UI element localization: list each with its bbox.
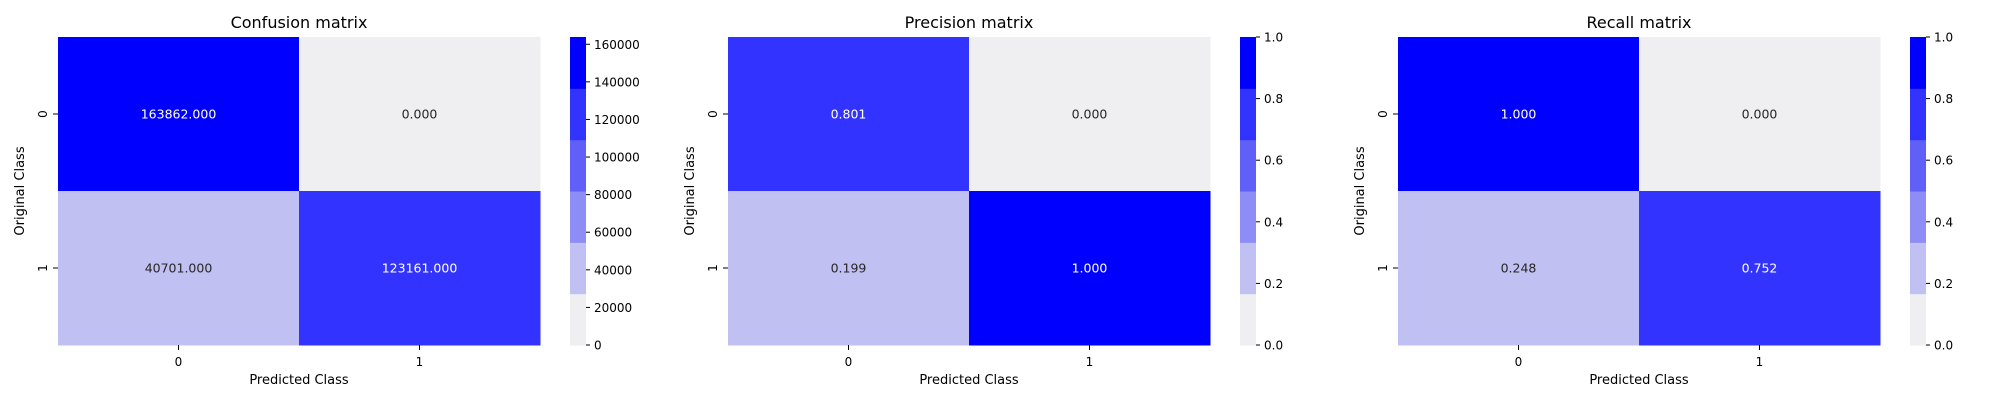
heatmap-cell: [969, 191, 1211, 346]
colorbar-tick-label: 40000: [594, 263, 632, 277]
colorbar-tick-label: 0: [594, 339, 602, 353]
chart-title: Confusion matrix: [231, 13, 368, 32]
heatmap-panel-0: 163862.000 0.000 40701.000 123161.000 Confus…: [13, 13, 640, 388]
cell-value-label: 1.000: [1072, 261, 1108, 276]
colorbar-tick-label: 140000: [594, 75, 640, 89]
cell-value-label: 163862.000: [141, 107, 217, 122]
heatmap-cell: [1639, 191, 1881, 346]
colorbar-tick-label: 0.4: [1934, 215, 1953, 229]
y-tick-label: 1: [706, 264, 720, 272]
colorbar-tick-label: 60000: [594, 226, 632, 240]
chart-title: Recall matrix: [1587, 13, 1692, 32]
x-tick-label: 0: [845, 355, 853, 369]
colorbar-band: [1910, 88, 1926, 141]
heatmap-cell: [728, 191, 970, 346]
y-tick-label: 0: [36, 110, 50, 118]
heatmap-cell: [299, 191, 541, 346]
colorbar-tick-label: 0.6: [1264, 154, 1283, 168]
x-tick-label: 0: [175, 355, 183, 369]
cell-value-label: 0.000: [402, 107, 438, 122]
heatmap-cell: [1398, 191, 1640, 346]
x-tick-label: 1: [1086, 355, 1094, 369]
x-tick-label: 0: [1515, 355, 1523, 369]
y-axis-label: Original Class: [1353, 146, 1368, 235]
cell-value-label: 0.199: [831, 261, 867, 276]
colorbar-tick-label: 1.0: [1934, 31, 1953, 45]
colorbar-tick-label: 1.0: [1264, 31, 1283, 45]
colorbar-band: [1910, 139, 1926, 192]
x-axis-label: Predicted Class: [1589, 373, 1689, 388]
y-axis-label: Original Class: [683, 146, 698, 235]
colorbar-tick-label: 20000: [594, 301, 632, 315]
y-tick-label: 0: [1376, 110, 1390, 118]
colorbar-tick-label: 0.8: [1934, 92, 1953, 106]
colorbar-band: [1240, 293, 1256, 346]
colorbar-band: [1240, 242, 1256, 295]
heatmap-cell: [969, 37, 1211, 192]
colorbar-tick-label: 120000: [594, 113, 640, 127]
colorbar-band: [1240, 139, 1256, 192]
x-axis-label: Predicted Class: [249, 373, 349, 388]
heatmap-cell: [299, 37, 541, 192]
cell-value-label: 0.000: [1072, 107, 1108, 122]
cell-value-label: 0.801: [831, 107, 867, 122]
colorbar-band: [1910, 242, 1926, 295]
colorbar-tick-label: 0.6: [1934, 154, 1953, 168]
cell-value-label: 40701.000: [145, 261, 213, 276]
colorbar-band: [570, 293, 586, 346]
cell-value-label: 1.000: [1501, 107, 1537, 122]
heatmap-cell: [1639, 37, 1881, 192]
heatmap-cell: [728, 37, 970, 192]
heatmap-cell: [58, 191, 300, 346]
colorbar-tick-label: 0.4: [1264, 215, 1283, 229]
colorbar-tick-label: 0.2: [1934, 277, 1953, 291]
colorbar-tick-label: 0.0: [1264, 339, 1283, 353]
colorbar-band: [570, 37, 586, 89]
cell-value-label: 0.752: [1742, 261, 1778, 276]
colorbar-band: [570, 139, 586, 192]
colorbar-tick-label: 100000: [594, 151, 640, 165]
y-tick-label: 1: [36, 264, 50, 272]
colorbar-tick-label: 80000: [594, 188, 632, 202]
y-tick-label: 1: [1376, 264, 1390, 272]
colorbar-band: [570, 191, 586, 243]
cell-value-label: 123161.000: [382, 261, 458, 276]
x-tick-label: 1: [416, 355, 424, 369]
x-tick-label: 1: [1756, 355, 1764, 369]
heatmap-cell: [58, 37, 300, 192]
heatmap-cell: [1398, 37, 1640, 192]
colorbar-tick-label: 0.0: [1934, 339, 1953, 353]
colorbar-tick-label: 0.2: [1264, 277, 1283, 291]
cell-value-label: 0.000: [1742, 107, 1778, 122]
colorbar-band: [1240, 191, 1256, 243]
y-tick-label: 0: [706, 110, 720, 118]
colorbar-band: [1240, 37, 1256, 89]
colorbar-tick-label: 160000: [594, 38, 640, 52]
colorbar-tick-label: 0.8: [1264, 92, 1283, 106]
colorbar-band: [1910, 293, 1926, 346]
colorbar-band: [1910, 37, 1926, 89]
colorbar-band: [1910, 191, 1926, 243]
heatmap-panel-2: 1.000 0.000 0.248 0.752 Recall matrix 0 1 Predi…: [1353, 13, 1953, 388]
chart-title: Precision matrix: [905, 13, 1034, 32]
x-axis-label: Predicted Class: [919, 373, 1019, 388]
cell-value-label: 0.248: [1501, 261, 1537, 276]
colorbar-band: [570, 88, 586, 141]
y-axis-label: Original Class: [13, 146, 28, 235]
colorbar-band: [570, 242, 586, 295]
colorbar-band: [1240, 88, 1256, 141]
